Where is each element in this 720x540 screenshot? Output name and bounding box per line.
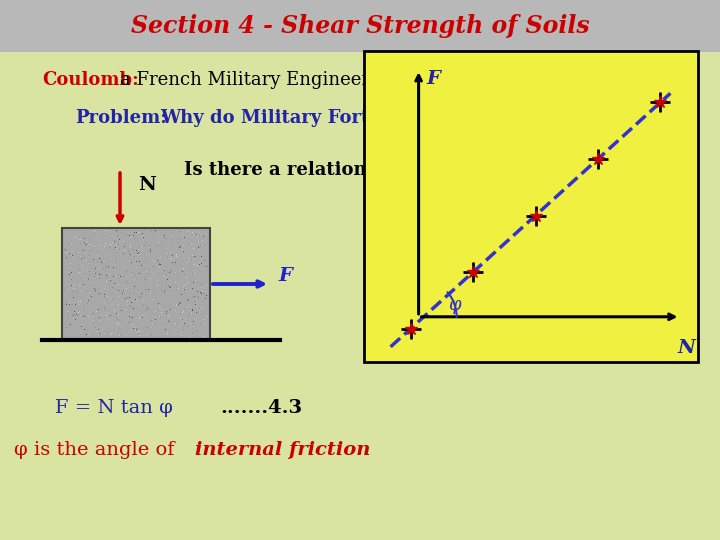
Text: F: F	[426, 70, 441, 89]
Text: Problem:: Problem:	[75, 109, 167, 127]
Text: φ: φ	[449, 296, 462, 314]
Bar	[364, 51, 698, 362]
Bar	[0, 0, 720, 52]
Text: .......4.3: .......4.3	[220, 399, 302, 417]
Text: F = N tan φ: F = N tan φ	[55, 399, 173, 417]
Text: Coulomb:: Coulomb:	[42, 71, 139, 89]
Text: φ is the angle of: φ is the angle of	[14, 441, 181, 459]
Text: Section 4 - Shear Strength of Soils: Section 4 - Shear Strength of Soils	[131, 14, 589, 38]
Text: a French Military Engineer: a French Military Engineer	[120, 71, 370, 89]
Text: F: F	[278, 267, 292, 285]
Text: N: N	[138, 176, 156, 194]
Text: Is there a relationship between F and N?: Is there a relationship between F and N?	[184, 161, 595, 179]
Text: Why do Military Fortifications Fail?: Why do Military Fortifications Fail?	[160, 109, 518, 127]
Bar	[62, 228, 210, 340]
Text: N: N	[678, 339, 696, 357]
Text: internal friction: internal friction	[195, 441, 370, 459]
